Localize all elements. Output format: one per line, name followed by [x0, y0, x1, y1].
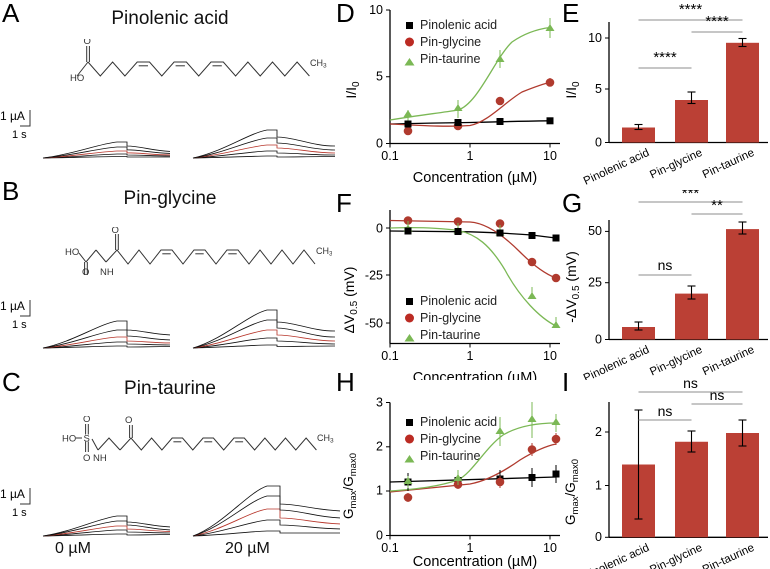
svg-text:HO: HO	[62, 434, 76, 445]
svg-text:1 s: 1 s	[12, 129, 27, 141]
svg-text:1: 1	[595, 479, 602, 493]
svg-text:Pinolenic acid: Pinolenic acid	[582, 147, 651, 188]
svg-text:Pin-glycine: Pin-glycine	[420, 311, 481, 325]
svg-text:HO: HO	[65, 247, 79, 258]
svg-text:Pin-taurine: Pin-taurine	[420, 52, 480, 66]
svg-text:Gmax/Gmax0: Gmax/Gmax0	[341, 453, 359, 519]
svg-text:HO: HO	[70, 73, 84, 84]
svg-text:1 s: 1 s	[12, 507, 27, 519]
svg-text:5: 5	[595, 82, 602, 96]
svg-text:-50: -50	[365, 317, 383, 331]
svg-text:Pinolenic acid: Pinolenic acid	[420, 18, 497, 32]
svg-text:10: 10	[588, 31, 602, 45]
svg-text:ns: ns	[710, 387, 725, 403]
svg-text:5: 5	[376, 70, 383, 84]
svg-text:Concentration (µM): Concentration (µM)	[413, 554, 537, 569]
svg-text:ns: ns	[658, 403, 673, 419]
svg-text:Pinolenic acid: Pinolenic acid	[420, 294, 497, 308]
svg-text:CH3: CH3	[310, 58, 327, 70]
svg-text:I/I0: I/I0	[563, 81, 582, 99]
svg-text:0.1: 0.1	[381, 541, 398, 555]
svg-text:Pin-glycine: Pin-glycine	[648, 147, 704, 182]
svg-text:1 µA: 1 µA	[0, 299, 25, 313]
svg-text:10: 10	[543, 541, 557, 555]
svg-text:Pin-glycine: Pin-glycine	[648, 344, 704, 379]
svg-text:0.1: 0.1	[381, 349, 398, 363]
svg-text:1: 1	[467, 541, 474, 555]
svg-text:2: 2	[595, 425, 602, 439]
svg-text:1 µA: 1 µA	[0, 109, 25, 123]
svg-text:Gmax/Gmax0: Gmax/Gmax0	[563, 459, 581, 525]
svg-text:Concentration (µM): Concentration (µM)	[413, 370, 537, 380]
svg-text:CH3: CH3	[316, 246, 332, 258]
svg-text:10: 10	[369, 3, 383, 17]
svg-text:**: **	[711, 197, 723, 214]
svg-text:Pin-taurine: Pin-taurine	[701, 542, 756, 569]
svg-text:Pin-taurine: Pin-taurine	[701, 147, 756, 181]
svg-text:1: 1	[376, 484, 383, 498]
svg-text:Pinolenic acid: Pinolenic acid	[420, 415, 497, 429]
svg-text:****: ****	[705, 13, 729, 30]
svg-text:ns: ns	[658, 257, 673, 273]
svg-text:NH: NH	[100, 267, 114, 277]
svg-text:0.1: 0.1	[381, 149, 398, 163]
svg-text:Pin-taurine: Pin-taurine	[701, 344, 756, 378]
svg-text:0: 0	[376, 222, 383, 236]
svg-text:Pin-glycine: Pin-glycine	[420, 35, 481, 49]
svg-text:I/I0: I/I0	[343, 81, 362, 99]
svg-text:1: 1	[467, 149, 474, 163]
svg-text:NH: NH	[93, 453, 107, 462]
svg-text:ΔV0.5 (mV): ΔV0.5 (mV)	[341, 267, 360, 334]
svg-text:****: ****	[653, 49, 677, 66]
svg-text:O: O	[83, 416, 90, 425]
svg-text:Pin-glycine: Pin-glycine	[648, 542, 704, 569]
svg-text:3: 3	[376, 396, 383, 410]
svg-text:Pin-taurine: Pin-taurine	[420, 328, 480, 342]
svg-text:O: O	[125, 416, 132, 426]
svg-text:ns: ns	[683, 380, 698, 391]
svg-text:S: S	[84, 434, 90, 445]
svg-text:0: 0	[595, 333, 602, 347]
svg-text:O: O	[83, 453, 90, 462]
svg-text:***: ***	[682, 190, 700, 202]
svg-text:0: 0	[595, 136, 602, 150]
svg-text:Pinolenic acid: Pinolenic acid	[582, 542, 651, 569]
svg-text:1 µA: 1 µA	[0, 487, 25, 501]
svg-text:-25: -25	[365, 269, 383, 283]
svg-text:10: 10	[543, 149, 557, 163]
svg-text:O: O	[82, 267, 89, 277]
svg-text:0: 0	[595, 530, 602, 544]
svg-text:O: O	[84, 39, 91, 47]
svg-text:-ΔV0.5 (mV): -ΔV0.5 (mV)	[563, 251, 582, 322]
svg-text:Pin-taurine: Pin-taurine	[420, 449, 480, 463]
svg-text:10: 10	[543, 349, 557, 363]
svg-text:25: 25	[588, 276, 602, 290]
svg-text:2: 2	[376, 440, 383, 454]
svg-text:Pinolenic acid: Pinolenic acid	[582, 344, 651, 380]
svg-text:1: 1	[467, 349, 474, 363]
svg-text:O: O	[112, 227, 119, 236]
svg-text:Concentration (µM): Concentration (µM)	[413, 170, 537, 186]
svg-text:50: 50	[588, 224, 602, 238]
svg-text:1 s: 1 s	[12, 319, 27, 331]
svg-text:Pin-glycine: Pin-glycine	[420, 432, 481, 446]
svg-text:CH3: CH3	[317, 433, 334, 445]
svg-text:****: ****	[679, 1, 703, 18]
